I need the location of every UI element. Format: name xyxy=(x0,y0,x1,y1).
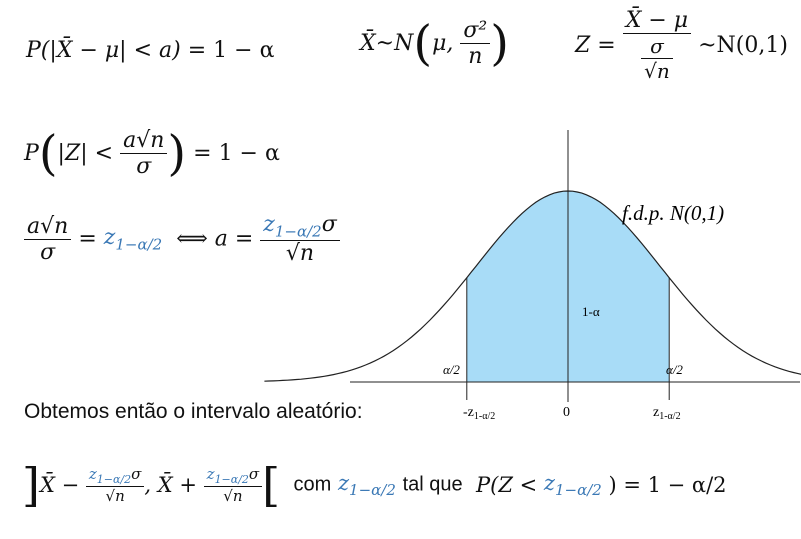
xbar-dist-lhs: X̄~N xyxy=(360,31,414,56)
prob-interval-lhs: P(|X̄ − μ| < a) xyxy=(26,38,181,63)
tick-label-left: -z1-α/2 xyxy=(463,405,495,422)
equiv-right-fraction: z1−α/2σ √n xyxy=(260,212,340,267)
prob-interval-rhs: = 1 − α xyxy=(187,38,275,63)
z-def-den: σ √n xyxy=(623,34,691,83)
prob-z-num: a√n xyxy=(120,128,168,154)
final-prob-z: z1−α/2 xyxy=(543,470,602,500)
final-tal-que: tal que xyxy=(402,473,463,496)
final-com: com xyxy=(293,473,332,496)
formula-final-interval: ]X̄ − z1−α/2σ √n , X̄ + z1−α/2σ √n [ com… xyxy=(22,462,727,508)
open-bracket-right: [ xyxy=(262,458,281,512)
prob-z-rhs: = 1 − α xyxy=(193,141,280,166)
chart-title: f.d.p. N(0,1) xyxy=(622,201,724,225)
equiv-rden: √n xyxy=(285,241,315,267)
z-def-fraction: X̄ − μ σ √n xyxy=(622,8,692,83)
z-def-num: X̄ − μ xyxy=(622,8,692,34)
z-def-den-top: σ xyxy=(641,34,673,59)
xbar-dist-den: n xyxy=(468,44,483,69)
final-fraction-2: z1−α/2σ √n xyxy=(203,465,263,505)
z-def-den-bot: √n xyxy=(644,59,670,83)
formula-xbar-distribution: X̄~N(μ, σ² n ) xyxy=(360,15,509,72)
prob-z-lhs: P xyxy=(24,141,39,166)
open-bracket-left: ] xyxy=(22,458,40,512)
z-def-lhs: Z = xyxy=(575,33,616,58)
xbar-dist-fraction: σ² n xyxy=(460,18,491,69)
right-tail-label: α/2 xyxy=(666,362,683,377)
equiv-rnum: z1−α/2σ xyxy=(260,212,340,242)
equiv-z-critical: z1−α/2 xyxy=(103,225,163,254)
formula-prob-z: P(|Z| < a√n σ ) = 1 − α xyxy=(24,125,280,182)
final-z-critical: z1−α/2 xyxy=(337,470,396,500)
z-def-rhs: ~N(0,1) xyxy=(698,33,788,58)
formula-equivalence: a√n σ = z1−α/2 ⟺ a = z1−α/2σ √n xyxy=(24,212,340,266)
xbar-dist-mu: μ, xyxy=(432,31,454,56)
final-xbar-plus: , X̄ + xyxy=(144,473,197,497)
final-xbar-minus: X̄ − xyxy=(39,473,80,497)
equiv-iff: ⟺ a = xyxy=(176,226,254,252)
final-fraction-1: z1−α/2σ √n xyxy=(85,465,145,505)
formula-z-definition: Z = X̄ − μ σ √n ~N(0,1) xyxy=(575,8,788,83)
tick-label-center: 0 xyxy=(563,405,570,420)
equiv-left-fraction: a√n σ xyxy=(24,214,72,265)
formula-prob-interval: P(|X̄ − μ| < a) = 1 − α xyxy=(26,38,274,63)
tick-label-right: z1-α/2 xyxy=(653,405,681,422)
prob-z-inner: |Z| < xyxy=(57,141,114,166)
final-prob-rhs: ) = 1 − α/2 xyxy=(608,473,727,497)
left-tail-label: α/2 xyxy=(443,362,460,377)
equiv-eq: = xyxy=(78,226,97,252)
equiv-den: σ xyxy=(40,239,56,265)
xbar-dist-num: σ² xyxy=(460,18,491,44)
final-prob-lhs: P(Z < xyxy=(476,473,538,497)
prob-z-den: σ xyxy=(136,154,152,179)
equiv-num: a√n xyxy=(24,214,72,240)
interval-intro-text: Obtemos então o intervalo aleatório: xyxy=(24,400,363,423)
prob-z-fraction: a√n σ xyxy=(120,128,168,179)
center-area-label: 1-α xyxy=(582,304,600,319)
